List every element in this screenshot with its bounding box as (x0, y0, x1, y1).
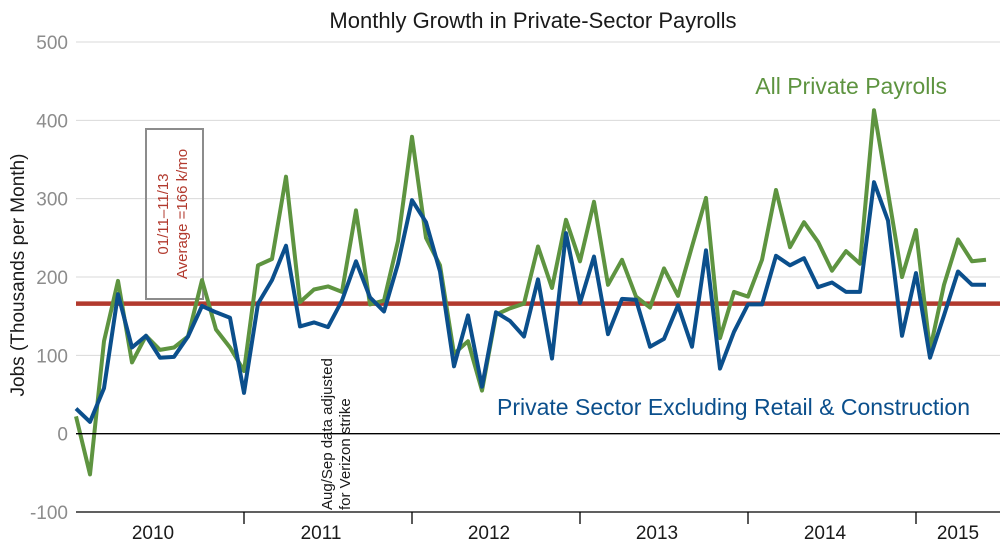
y-tick-label: 100 (36, 346, 68, 367)
y-axis-ticks: -100 0 100 200 300 400 500 (30, 33, 68, 524)
y-tick-label: 400 (36, 111, 68, 132)
series-private-excl-retail-construction (74, 180, 986, 424)
average-box-value: Average =166 k/mo (174, 149, 191, 279)
x-tick-label: 2011 (301, 523, 342, 544)
y-tick-label: -100 (30, 503, 68, 524)
x-tick-label: 2012 (468, 523, 510, 544)
legend-all-private-payrolls: All Private Payrolls (755, 73, 947, 99)
verizon-note-line2: for Verizon strike (337, 398, 354, 510)
y-axis-label: Jobs (Thousands per Month) (8, 154, 29, 397)
y-tick-label: 300 (36, 190, 68, 211)
x-axis: 2010 2011 2012 2013 2014 2015 (76, 511, 1000, 544)
x-tick-label: 2015 (937, 523, 979, 544)
average-box-period: 01/11–11/13 (155, 173, 172, 254)
series-all-private-payrolls (74, 108, 987, 477)
x-tick-label: 2014 (804, 523, 847, 544)
y-tick-label: 200 (36, 268, 68, 289)
legend-private-excl-retail-construction: Private Sector Excluding Retail & Constr… (497, 394, 970, 420)
x-tick-label: 2010 (132, 523, 174, 544)
y-tick-label: 500 (36, 33, 68, 54)
chart-title: Monthly Growth in Private-Sector Payroll… (329, 8, 736, 33)
x-tick-label: 2013 (636, 523, 678, 544)
y-tick-label: 0 (57, 425, 68, 446)
average-box (145, 128, 204, 300)
